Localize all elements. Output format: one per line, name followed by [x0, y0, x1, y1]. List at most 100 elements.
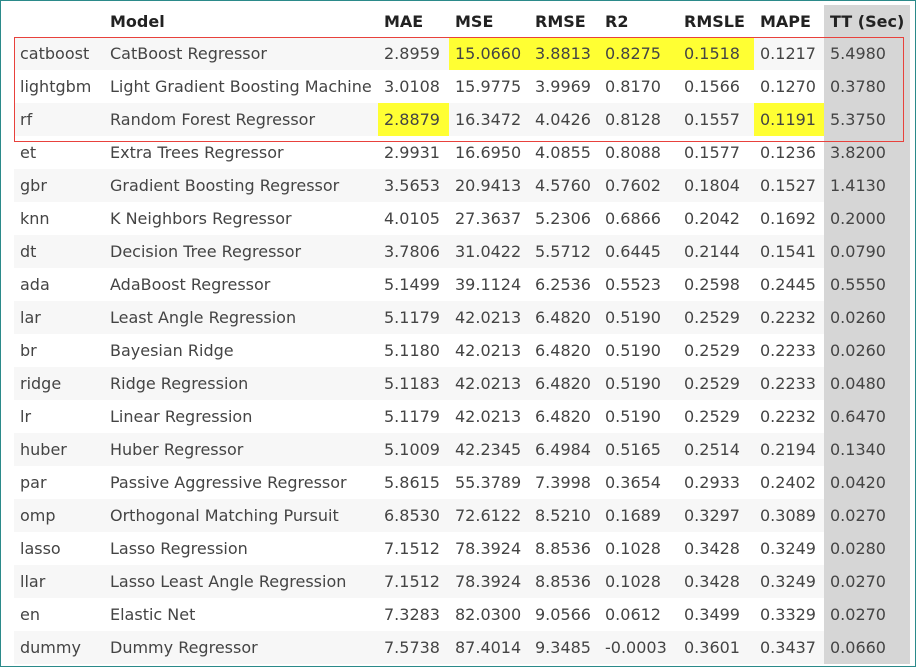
cell-tt: 0.0790	[824, 235, 910, 268]
header-id	[14, 5, 104, 37]
cell-mae: 7.1512	[378, 565, 449, 598]
cell-model: CatBoost Regressor	[104, 37, 378, 70]
cell-mse: 16.3472	[449, 103, 529, 136]
cell-rmse: 5.5712	[529, 235, 599, 268]
cell-mse: 20.9413	[449, 169, 529, 202]
cell-mse: 78.3924	[449, 532, 529, 565]
cell-id: dt	[14, 235, 104, 268]
cell-rmse: 6.4820	[529, 367, 599, 400]
cell-r2: 0.5190	[599, 400, 678, 433]
cell-rmse: 8.8536	[529, 565, 599, 598]
cell-mae: 5.1183	[378, 367, 449, 400]
cell-tt: 3.8200	[824, 136, 910, 169]
table-row: lightgbm Light Gradient Boosting Machine 3…	[14, 70, 910, 103]
cell-mse: 78.3924	[449, 565, 529, 598]
cell-rmsle: 0.2529	[678, 367, 754, 400]
cell-mape: 0.2233	[754, 334, 824, 367]
cell-id: ada	[14, 268, 104, 301]
cell-rmse: 4.5760	[529, 169, 599, 202]
cell-r2: 0.5190	[599, 334, 678, 367]
cell-id: omp	[14, 499, 104, 532]
cell-mse: 72.6122	[449, 499, 529, 532]
cell-mape: 0.2232	[754, 400, 824, 433]
cell-mae: 2.9931	[378, 136, 449, 169]
cell-tt: 0.5550	[824, 268, 910, 301]
cell-mae: 2.8959	[378, 37, 449, 70]
cell-rmsle: 0.3428	[678, 532, 754, 565]
cell-rmse: 5.2306	[529, 202, 599, 235]
header-rmse: RMSE	[535, 11, 586, 31]
cell-model: Passive Aggressive Regressor	[104, 466, 378, 499]
cell-r2: -0.0003	[599, 631, 678, 664]
cell-r2: 0.5523	[599, 268, 678, 301]
cell-mape: 0.2445	[754, 268, 824, 301]
table-row: knn K Neighbors Regressor 4.0105 27.3637 5.2…	[14, 202, 910, 235]
cell-mse: 42.0213	[449, 301, 529, 334]
cell-r2: 0.1028	[599, 565, 678, 598]
cell-model: Orthogonal Matching Pursuit	[104, 499, 378, 532]
cell-r2: 0.8128	[599, 103, 678, 136]
cell-tt: 0.3780	[824, 70, 910, 103]
cell-model: Elastic Net	[104, 598, 378, 631]
cell-mae: 5.1009	[378, 433, 449, 466]
table-row: lr Linear Regression 5.1179 42.0213 6.4820 0.…	[14, 400, 910, 433]
cell-model: Lasso Least Angle Regression	[104, 565, 378, 598]
table-row: lasso Lasso Regression 7.1512 78.3924 8.8536…	[14, 532, 910, 565]
cell-mape: 0.3249	[754, 532, 824, 565]
cell-rmse: 8.5210	[529, 499, 599, 532]
cell-mae: 6.8530	[378, 499, 449, 532]
cell-model: Dummy Regressor	[104, 631, 378, 664]
cell-rmse: 4.0855	[529, 136, 599, 169]
cell-mae: 4.0105	[378, 202, 449, 235]
cell-mape: 0.2232	[754, 301, 824, 334]
cell-rmsle: 0.3601	[678, 631, 754, 664]
cell-id: knn	[14, 202, 104, 235]
cell-rmse: 3.8813	[529, 37, 599, 70]
cell-mape: 0.2194	[754, 433, 824, 466]
table-row: omp Orthogonal Matching Pursuit 6.8530 72.6…	[14, 499, 910, 532]
cell-rmsle: 0.1804	[678, 169, 754, 202]
cell-id: llar	[14, 565, 104, 598]
cell-rmse: 7.3998	[529, 466, 599, 499]
cell-id: lightgbm	[14, 70, 104, 103]
cell-r2: 0.3654	[599, 466, 678, 499]
cell-tt: 5.4980	[824, 37, 910, 70]
cell-tt: 0.0270	[824, 598, 910, 631]
cell-mape: 0.2402	[754, 466, 824, 499]
table-row: br Bayesian Ridge 5.1180 42.0213 6.4820 0.519…	[14, 334, 910, 367]
cell-mape: 0.1692	[754, 202, 824, 235]
cell-mae: 5.1499	[378, 268, 449, 301]
cell-model: Gradient Boosting Regressor	[104, 169, 378, 202]
table-row: catboost CatBoost Regressor 2.8959 15.0660 3…	[14, 37, 910, 70]
cell-id: catboost	[14, 37, 104, 70]
cell-r2: 0.1689	[599, 499, 678, 532]
cell-model: Huber Regressor	[104, 433, 378, 466]
cell-rmse: 6.4820	[529, 301, 599, 334]
cell-model: Ridge Regression	[104, 367, 378, 400]
cell-rmsle: 0.3297	[678, 499, 754, 532]
cell-tt: 0.0270	[824, 565, 910, 598]
cell-r2: 0.8275	[599, 37, 678, 70]
cell-model: K Neighbors Regressor	[104, 202, 378, 235]
cell-mse: 42.0213	[449, 334, 529, 367]
cell-tt: 5.3750	[824, 103, 910, 136]
cell-rmsle: 0.2042	[678, 202, 754, 235]
cell-tt: 0.0420	[824, 466, 910, 499]
header-r2: R2	[605, 11, 629, 31]
cell-rmsle: 0.1518	[678, 37, 754, 70]
cell-rmse: 6.4820	[529, 334, 599, 367]
table-row: dummy Dummy Regressor 7.5738 87.4014 9.3485-…	[14, 631, 910, 664]
cell-model: Linear Regression	[104, 400, 378, 433]
table-row: huber Huber Regressor 5.1009 42.2345 6.4984 0…	[14, 433, 910, 466]
cell-model: Decision Tree Regressor	[104, 235, 378, 268]
cell-rmsle: 0.2598	[678, 268, 754, 301]
table-row: ada AdaBoost Regressor 5.1499 39.1124 6.2536…	[14, 268, 910, 301]
cell-id: lasso	[14, 532, 104, 565]
model-comparison-table: Model MAE MSE RMSE R2 RMSLE MAPE TT (Sec…	[14, 5, 910, 664]
cell-rmsle: 0.2933	[678, 466, 754, 499]
cell-rmse: 4.0426	[529, 103, 599, 136]
cell-r2: 0.0612	[599, 598, 678, 631]
cell-tt: 0.2000	[824, 202, 910, 235]
cell-mape: 0.1236	[754, 136, 824, 169]
table-row: dt Decision Tree Regressor 3.7806 31.0422 5.…	[14, 235, 910, 268]
